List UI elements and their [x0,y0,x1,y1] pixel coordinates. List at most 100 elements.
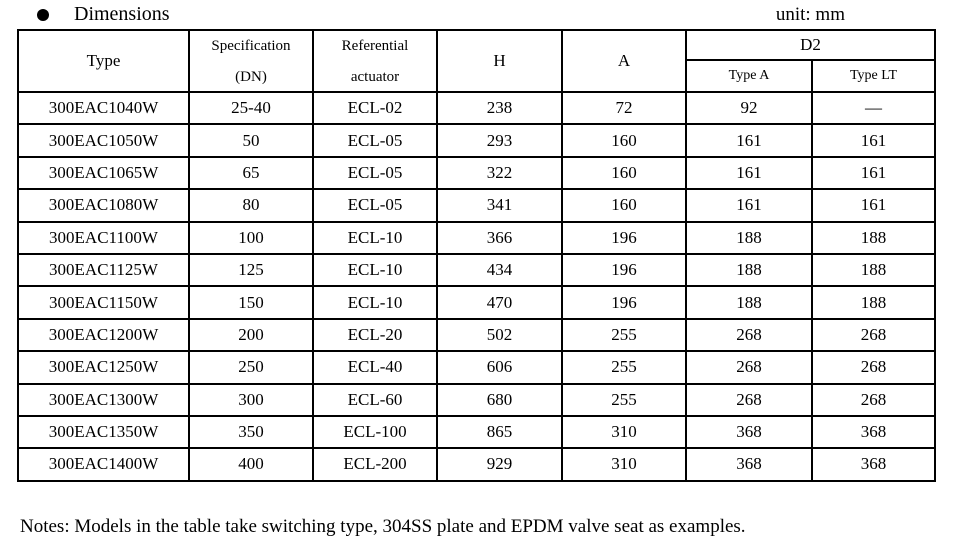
cell-d2-type-a: 268 [685,317,813,353]
cell-a: 196 [561,285,687,320]
cell-a: 255 [561,350,687,385]
cell-d2-type-lt: — [811,90,936,126]
table-row: 300EAC1125W 125 ECL-10 434 196 188 188 [17,252,936,288]
dimensions-table: Type Specification (DN) Referential actu… [17,29,936,482]
cell-d2-type-lt: 161 [811,123,936,158]
cell-d2-type-a: 188 [685,252,813,288]
col-header-type: Type [17,29,190,93]
cell-actuator: ECL-05 [312,188,438,223]
cell-h: 238 [436,90,563,126]
cell-type: 300EAC1080W [17,188,190,223]
cell-d2-type-lt: 268 [811,350,936,385]
table-row: 300EAC1300W 300 ECL-60 680 255 268 268 [17,382,936,417]
cell-d2-type-lt: 368 [811,414,936,450]
cell-actuator: ECL-20 [312,317,438,353]
cell-h: 434 [436,252,563,288]
cell-dn: 125 [188,252,314,288]
cell-type: 300EAC1300W [17,382,190,417]
cell-type: 300EAC1065W [17,155,190,191]
col-header-h: H [436,29,563,93]
cell-d2-type-lt: 268 [811,382,936,417]
table-row: 300EAC1400W 400 ECL-200 929 310 368 368 [17,447,936,482]
cell-actuator: ECL-02 [312,90,438,126]
col-header-d2-type-lt: Type LT [811,59,936,93]
cell-d2-type-lt: 161 [811,188,936,223]
cell-h: 322 [436,155,563,191]
table-row: 300EAC1050W 50 ECL-05 293 160 161 161 [17,123,936,158]
table-row: 300EAC1040W 25-40 ECL-02 238 72 92— [17,90,936,126]
cell-type: 300EAC1400W [17,447,190,482]
cell-h: 502 [436,317,563,353]
cell-dn: 65 [188,155,314,191]
cell-dn: 200 [188,317,314,353]
col-header-referential-line2: actuator [350,68,400,85]
cell-type: 300EAC1150W [17,285,190,320]
cell-a: 72 [561,90,687,126]
table-row: 300EAC1065W 65 ECL-05 322 160 161 161 [17,155,936,191]
cell-d2-type-a: 368 [685,414,813,450]
cell-actuator: ECL-10 [312,252,438,288]
cell-a: 255 [561,382,687,417]
table-row: 300EAC1100W 100 ECL-10 366 196 188 188 [17,220,936,255]
table-body: 300EAC1040W 25-40 ECL-02 238 72 92—300EAC1050… [17,90,936,482]
cell-type: 300EAC1040W [17,90,190,126]
cell-a: 196 [561,252,687,288]
cell-d2-type-lt: 188 [811,285,936,320]
cell-a: 196 [561,220,687,255]
cell-a: 255 [561,317,687,353]
cell-dn: 100 [188,220,314,255]
cell-actuator: ECL-200 [312,447,438,482]
col-header-d2-type-a: Type A [685,59,813,93]
cell-d2-type-lt: 161 [811,155,936,191]
page-title: Dimensions [74,3,170,25]
cell-dn: 25-40 [188,90,314,126]
cell-d2-type-lt: 188 [811,252,936,288]
col-header-referential-actuator: Referential actuator [312,29,438,93]
cell-type: 300EAC1100W [17,220,190,255]
cell-dn: 50 [188,123,314,158]
cell-d2-type-a: 161 [685,188,813,223]
cell-d2-type-lt: 268 [811,317,936,353]
col-header-d2: D2 [685,29,936,61]
table-row: 300EAC1200W 200 ECL-20 502 255 268 268 [17,317,936,353]
cell-dn: 250 [188,350,314,385]
cell-dn: 300 [188,382,314,417]
cell-type: 300EAC1350W [17,414,190,450]
col-header-referential-line1: Referential [341,37,409,54]
cell-h: 366 [436,220,563,255]
cell-actuator: ECL-10 [312,220,438,255]
cell-actuator: ECL-40 [312,350,438,385]
unit-label: unit: mm [775,4,845,25]
cell-d2-type-a: 368 [685,447,813,482]
cell-a: 160 [561,188,687,223]
col-header-a: A [561,29,687,93]
col-header-specification-dn: Specification (DN) [188,29,314,93]
cell-d2-type-lt: 368 [811,447,936,482]
table-row: 300EAC1080W 80 ECL-05 341 160 161 161 [17,188,936,223]
cell-d2-type-a: 268 [685,382,813,417]
cell-h: 293 [436,123,563,158]
col-header-specification-line2: (DN) [235,68,267,85]
cell-dn: 80 [188,188,314,223]
cell-dn: 350 [188,414,314,450]
bullet-icon [37,9,49,21]
col-header-specification-line1: Specification [211,37,291,54]
cell-h: 606 [436,350,563,385]
notes-text: Notes: Models in the table take switchin… [20,516,746,537]
table-row: 300EAC1150W 150 ECL-10 470 196 188 188 [17,285,936,320]
table-row: 300EAC1250W 250 ECL-40 606 255 268 268 [17,350,936,385]
cell-a: 160 [561,123,687,158]
cell-type: 300EAC1050W [17,123,190,158]
cell-type: 300EAC1250W [17,350,190,385]
cell-d2-type-a: 161 [685,123,813,158]
cell-d2-type-a: 92 [685,90,813,126]
table-row: 300EAC1350W 350 ECL-100 865 310 368 368 [17,414,936,450]
cell-h: 865 [436,414,563,450]
cell-d2-type-a: 188 [685,220,813,255]
cell-a: 310 [561,414,687,450]
cell-a: 160 [561,155,687,191]
cell-d2-type-lt: 188 [811,220,936,255]
cell-h: 341 [436,188,563,223]
cell-d2-type-a: 268 [685,350,813,385]
